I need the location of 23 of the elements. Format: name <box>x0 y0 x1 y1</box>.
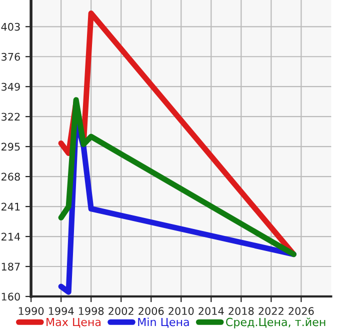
x-tick-label: 1994 <box>48 307 74 315</box>
legend-label: Min Цена <box>138 318 189 328</box>
y-tick-label: 241 <box>2 202 20 210</box>
legend-label: Max Цена <box>46 318 101 328</box>
y-tick-label: 349 <box>2 82 20 91</box>
x-tick-label: 1998 <box>78 307 104 315</box>
y-tick-label: 214 <box>2 232 20 240</box>
y-tick-label: 322 <box>2 112 20 121</box>
y-tick-label: 268 <box>2 172 20 181</box>
x-tick-label: 2026 <box>288 307 314 315</box>
y-tick-label: 160 <box>2 292 20 301</box>
x-tick-label: 2014 <box>198 307 224 315</box>
legend-label: Сред.Цена, т.йен <box>226 318 326 328</box>
x-tick-label: 2002 <box>108 307 134 315</box>
y-tick-label: 403 <box>1 22 20 31</box>
x-tick-label: 2006 <box>138 307 164 315</box>
x-tick-label: 2018 <box>228 307 254 315</box>
x-tick-label: 1990 <box>18 307 44 315</box>
y-tick-label: 376 <box>2 52 20 61</box>
x-tick-label: 2022 <box>258 307 284 315</box>
x-tick-label: 2010 <box>168 307 194 315</box>
y-tick-label: 187 <box>2 262 20 271</box>
y-tick-label: 295 <box>2 142 20 151</box>
